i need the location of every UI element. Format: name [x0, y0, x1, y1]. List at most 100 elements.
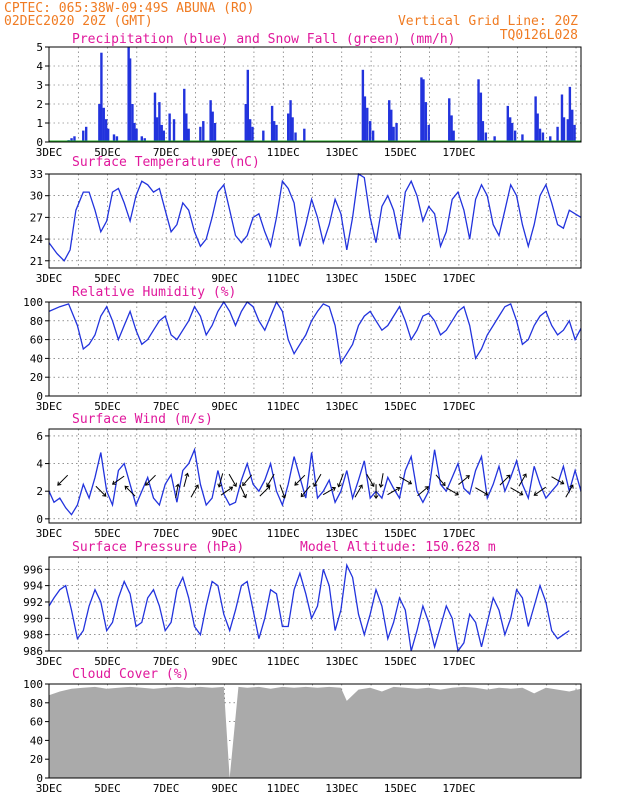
wind-arrow-head: [232, 482, 237, 487]
precip-bar: [571, 109, 574, 142]
xtick-label: 5DEC: [94, 655, 121, 668]
xtick-label: 13DEC: [325, 655, 358, 668]
precip-bar: [209, 100, 212, 142]
xtick-label: 7DEC: [153, 782, 180, 795]
panel-precip: 0 1 2 3 4 5 3DEC 5DEC 7DEC 9DEC 11DEC 13DEC 15DEC 17D…: [36, 32, 582, 159]
wind-arrow: [300, 485, 311, 498]
wind-arrow-shaft: [145, 474, 156, 486]
precip-bar: [422, 79, 425, 142]
xtick-label: 15DEC: [384, 782, 417, 795]
wind-arrow-shaft: [551, 476, 564, 485]
wind-arrow-shaft: [95, 485, 107, 497]
precip-bar: [289, 100, 292, 142]
wind-arrow: [95, 485, 107, 497]
xtick-label: 3DEC: [36, 146, 63, 159]
xtick-label: 13DEC: [325, 146, 358, 159]
wind-arrow: [499, 474, 511, 486]
precip-bar: [560, 94, 564, 142]
wind-arrow-head: [111, 480, 117, 485]
precip-bar: [82, 130, 85, 142]
precip-bar: [104, 119, 108, 142]
precip-bar: [112, 134, 116, 142]
press-line: [48, 562, 570, 653]
wind-arrow-shaft: [322, 487, 336, 496]
wind-arrow-head: [396, 486, 401, 492]
precip-bar: [140, 136, 144, 142]
panel-temp: 21 24 27 30 33 3DEC 5DEC 7DEC 9DEC 11DEC 13DEC 15DE…: [30, 155, 582, 285]
wind-arrow-head: [194, 484, 199, 489]
ytick-label: 5: [36, 41, 43, 54]
panel-frame: [48, 428, 582, 524]
xtick-label: 7DEC: [153, 655, 180, 668]
xtick-label: 9DEC: [211, 655, 238, 668]
wind-arrow: [228, 473, 237, 487]
wind-arrow: [190, 484, 199, 498]
xtick-label: 13DEC: [325, 400, 358, 413]
wind-arrow: [366, 473, 375, 487]
panel-frame: [48, 556, 582, 652]
wind-arrow: [279, 484, 287, 499]
wind-arrow-shaft: [124, 485, 136, 497]
wind-arrow: [217, 473, 224, 488]
precip-bar: [275, 124, 278, 142]
precip-bar: [424, 102, 428, 142]
panel-title: Surface Temperature (nC): [72, 155, 260, 170]
header-grid-line: Vertical Grid Line: 20Z: [398, 14, 578, 29]
wind-arrow-head: [184, 472, 190, 477]
wind-arrow: [220, 486, 234, 496]
xtick-label: 13DEC: [325, 272, 358, 285]
precip-bar: [106, 128, 110, 142]
precip-bar: [143, 138, 146, 142]
ytick-label: 994: [23, 580, 43, 593]
xtick-label: 11DEC: [267, 782, 300, 795]
ytick-label: 24: [30, 233, 44, 246]
wind-arrow: [124, 485, 136, 497]
wind-arrow: [458, 475, 470, 486]
header-station: CPTEC: 065:38W-09:49S ABUNA (RO): [4, 1, 254, 16]
xtick-label: 3DEC: [36, 527, 63, 540]
ytick-label: 100: [23, 678, 43, 691]
xtick-label: 11DEC: [267, 655, 300, 668]
xtick-label: 15DEC: [384, 400, 417, 413]
panel-title: Relative Humidity (%): [72, 285, 236, 300]
ytick-label: 0: [36, 513, 43, 526]
precip-bar: [128, 58, 132, 142]
wind-arrow-shaft: [475, 487, 488, 496]
panel-title: Precipitation (blue) and Snow Fall (gree…: [72, 32, 456, 47]
wind-arrow: [239, 484, 247, 499]
precip-bar: [133, 123, 136, 142]
wind-arrow-head: [145, 481, 150, 486]
wind-arrow-shaft: [294, 474, 306, 486]
wind-arrow-shaft: [57, 474, 69, 486]
precip-bar: [84, 126, 88, 142]
xtick-label: 17DEC: [442, 272, 475, 285]
precip-bar: [187, 128, 190, 142]
precip-bar: [185, 113, 188, 142]
wind-arrow-head: [294, 481, 299, 486]
wind-arrow-shaft: [112, 475, 125, 485]
xtick-label: 7DEC: [153, 146, 180, 159]
precip-bar: [390, 109, 393, 142]
wind-arrow-shaft: [380, 473, 384, 488]
wind-arrow-head: [569, 484, 574, 489]
wind-arrow-shaft: [445, 487, 459, 496]
precip-bar: [510, 123, 514, 142]
panel-frame: [48, 683, 582, 779]
precip-bar: [477, 79, 480, 142]
wind-arrow: [399, 476, 413, 485]
xtick-label: 11DEC: [267, 400, 300, 413]
precip-bar: [420, 77, 423, 142]
wind-arrow-shaft: [510, 487, 523, 496]
xtick-label: 7DEC: [153, 272, 180, 285]
wind-arrow-head: [57, 481, 62, 486]
wind-arrow-head: [124, 485, 129, 490]
wind-arrow-head: [378, 483, 384, 488]
xtick-label: 7DEC: [153, 400, 180, 413]
precip-bar: [521, 134, 524, 142]
precip-bar: [303, 128, 306, 142]
ytick-label: 20: [30, 371, 43, 384]
xtick-label: 11DEC: [267, 146, 300, 159]
wind-arrow-head: [370, 482, 375, 487]
precip-bar: [506, 105, 510, 142]
xtick-label: 13DEC: [325, 782, 358, 795]
